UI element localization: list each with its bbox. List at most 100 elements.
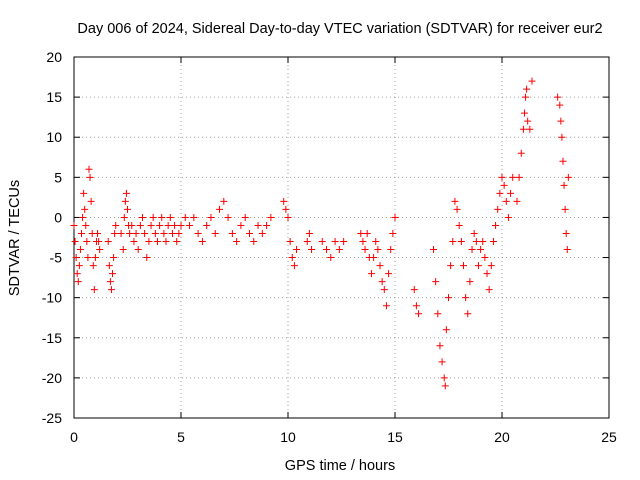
data-point [327, 254, 335, 262]
x-tick-label: 10 [280, 429, 296, 445]
x-tick-label: 0 [70, 429, 78, 445]
data-point [472, 238, 480, 246]
data-point [372, 238, 380, 246]
y-tick-label: 5 [54, 169, 62, 185]
data-point [563, 246, 571, 254]
data-point [391, 213, 399, 221]
data-point [453, 205, 461, 213]
data-point [220, 197, 228, 205]
data-point [412, 302, 420, 310]
data-point [492, 221, 500, 229]
data-point [464, 310, 472, 318]
y-axis-label: SDTVAR / TECUs [7, 180, 23, 296]
data-point [71, 238, 79, 246]
data-point [554, 93, 562, 101]
data-point [449, 238, 457, 246]
data-point [258, 229, 266, 237]
data-point [106, 278, 114, 286]
data-point [96, 246, 104, 254]
data-point [504, 213, 512, 221]
data-point [447, 262, 455, 270]
data-point [168, 229, 176, 237]
data-point [160, 229, 168, 237]
data-point [308, 246, 316, 254]
y-tick-label: -5 [50, 250, 63, 266]
data-point [162, 238, 170, 246]
data-point [87, 197, 95, 205]
data-point [522, 93, 530, 101]
data-point [293, 246, 301, 254]
x-tick-labels: 0 5 10 15 20 25 [70, 429, 617, 445]
data-point [75, 262, 83, 270]
data-point [445, 294, 452, 302]
data-point [83, 238, 91, 246]
data-point [556, 101, 564, 109]
data-point [280, 197, 288, 205]
data-point [459, 262, 467, 270]
y-tick-label: -20 [42, 370, 62, 386]
data-point [440, 374, 448, 382]
data-point [361, 246, 369, 254]
data-point [126, 229, 134, 237]
data-point [84, 254, 92, 262]
data-point [288, 254, 296, 262]
data-point [237, 221, 245, 229]
data-point [111, 229, 119, 237]
data-point [80, 189, 88, 197]
data-point [438, 358, 446, 366]
data-point [233, 238, 241, 246]
y-tick-label: 20 [46, 49, 62, 65]
data-point [455, 221, 463, 229]
data-point [303, 238, 311, 246]
data-point [494, 205, 502, 213]
y-tick-label: -10 [42, 290, 62, 306]
data-point [173, 238, 181, 246]
data-point [190, 213, 198, 221]
data-point [130, 238, 138, 246]
data-point [489, 238, 497, 246]
data-point [136, 221, 144, 229]
data-point [509, 173, 517, 181]
data-point [109, 270, 117, 278]
data-point [466, 278, 474, 286]
data-point [77, 229, 85, 237]
data-point [112, 221, 120, 229]
data-point [462, 294, 470, 302]
data-point [515, 173, 523, 181]
y-tick-label: 15 [46, 89, 62, 105]
data-point [95, 238, 103, 246]
data-point [164, 221, 172, 229]
data-point [110, 254, 118, 262]
data-point [474, 262, 482, 270]
data-point [410, 286, 418, 294]
data-point [76, 246, 84, 254]
data-point [107, 286, 115, 294]
data-point [523, 85, 531, 93]
data-point [89, 262, 97, 270]
data-point [500, 181, 508, 189]
data-point [367, 270, 375, 278]
data-point [370, 254, 378, 262]
data-point [203, 221, 211, 229]
data-point [382, 302, 390, 310]
data-point [90, 286, 98, 294]
data-point [451, 197, 459, 205]
data-point [143, 254, 151, 262]
data-point [211, 229, 219, 237]
y-tick-label: 0 [54, 209, 62, 225]
x-axis-label: GPS time / hours [285, 458, 395, 474]
data-point [263, 221, 271, 229]
y-tick-label: -15 [42, 330, 62, 346]
x-tick-label: 25 [601, 429, 617, 445]
data-point [434, 310, 442, 318]
data-point [138, 213, 146, 221]
data-point [560, 181, 568, 189]
y-tick-labels: -25 -20 -15 -10 -5 0 5 10 15 20 [42, 49, 62, 426]
data-point [374, 246, 382, 254]
data-point [282, 205, 290, 213]
data-point [479, 238, 487, 246]
data-point [487, 262, 495, 270]
plot-frame [73, 56, 610, 419]
data-point [134, 246, 142, 254]
data-point [340, 238, 348, 246]
